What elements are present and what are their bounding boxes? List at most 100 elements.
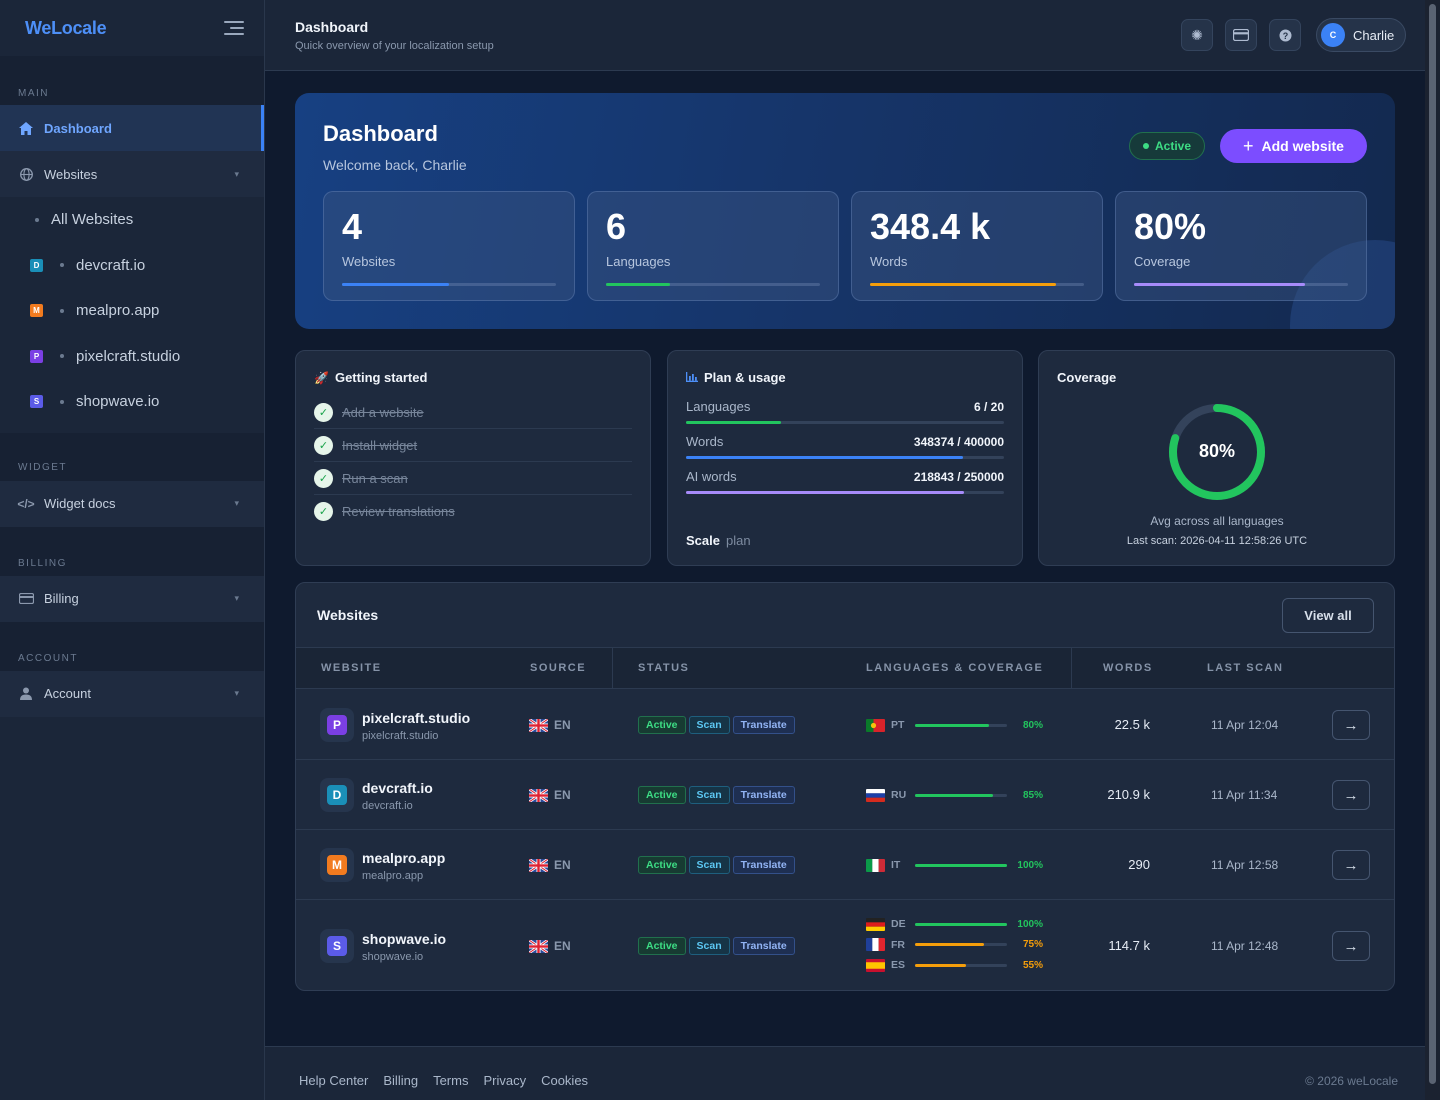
brand-bar: WeLocale xyxy=(0,0,264,56)
menu-toggle-icon[interactable] xyxy=(222,20,244,36)
site-name[interactable]: shopwave.io xyxy=(362,931,447,947)
sidebar-item-site[interactable]: S shopwave.io xyxy=(0,379,264,425)
usage-progress-fill xyxy=(686,421,782,424)
help-button[interactable]: ? xyxy=(1269,19,1301,51)
chevron-down-icon: ▾ xyxy=(234,498,239,508)
coverage-percent: 85% xyxy=(1022,789,1043,801)
card-title: Coverage xyxy=(1057,370,1116,385)
sidebar-item-all-websites[interactable]: All Websites xyxy=(0,197,264,243)
footer-link[interactable]: Privacy xyxy=(483,1073,527,1088)
translate-badge[interactable]: Translate xyxy=(732,786,795,804)
status-badge: Active xyxy=(1129,132,1205,160)
sidebar-item-billing[interactable]: Billing ▾ xyxy=(0,575,264,622)
flag-uk-icon xyxy=(529,718,548,732)
column-header[interactable]: LAST SCAN xyxy=(1207,662,1284,674)
status-tags: Active Scan Translate xyxy=(638,716,798,734)
sidebar-item-dashboard[interactable]: Dashboard xyxy=(0,105,264,151)
plan-name-value: Scale xyxy=(686,533,720,548)
sidebar-item-account[interactable]: Account ▾ xyxy=(0,670,264,717)
stat-progress-fill xyxy=(606,283,671,286)
stat-card: 4 Websites xyxy=(323,191,575,301)
sidebar-item-websites[interactable]: Websites ▾ xyxy=(0,151,264,197)
footer-links: Help Center Billing Terms Privacy Cookies xyxy=(299,1073,603,1088)
coverage-percent: 100% xyxy=(1017,859,1043,871)
source-language: EN xyxy=(529,858,571,872)
checklist-item[interactable]: ✓ Review translations xyxy=(314,495,632,528)
translate-badge[interactable]: Translate xyxy=(732,937,795,955)
open-website-button[interactable]: → xyxy=(1332,780,1370,810)
footer-link[interactable]: Billing xyxy=(383,1073,419,1088)
coverage-bar-fill xyxy=(915,723,989,727)
translate-badge[interactable]: Translate xyxy=(732,856,795,874)
footer-link[interactable]: Help Center xyxy=(299,1073,369,1088)
stat-progress-fill xyxy=(870,283,1057,286)
coverage-card: Coverage 80% Avg across all languages La… xyxy=(1038,350,1395,566)
coverage-subtitle: Avg across all languages xyxy=(1150,514,1284,528)
checklist-label: Add a website xyxy=(342,404,424,420)
sidebar-item-site[interactable]: M mealpro.app xyxy=(0,288,264,334)
status-badge-active: Active xyxy=(638,716,686,734)
checklist-item[interactable]: ✓ Add a website xyxy=(314,396,632,429)
scrollbar-thumb[interactable] xyxy=(1429,4,1436,1084)
brand-logo[interactable]: WeLocale xyxy=(25,17,107,38)
word-count: 22.5 k xyxy=(1114,717,1150,732)
settings-button[interactable]: ✺ xyxy=(1181,19,1213,51)
add-website-button[interactable]: + Add website xyxy=(1220,129,1367,163)
column-header[interactable]: WORDS xyxy=(1103,662,1153,674)
site-name[interactable]: mealpro.app xyxy=(362,850,446,866)
stat-progress xyxy=(342,283,556,286)
section-label-account: ACCOUNT xyxy=(0,645,264,671)
billing-button[interactable] xyxy=(1225,19,1257,51)
scan-badge[interactable]: Scan xyxy=(688,716,730,734)
language-coverage: PT 80% xyxy=(866,718,1043,732)
coverage-value: 80% xyxy=(1198,441,1236,461)
plan-name: Scale plan xyxy=(686,533,751,548)
column-header[interactable]: SOURCE xyxy=(530,662,587,674)
language-coverage: ES 55% xyxy=(866,958,1043,972)
site-logo-letter: D xyxy=(327,785,347,805)
open-website-button[interactable]: → xyxy=(1332,931,1370,961)
column-header[interactable]: LANGUAGES & COVERAGE xyxy=(866,662,1044,674)
checklist-item[interactable]: ✓ Install widget xyxy=(314,429,632,462)
usage-label: AI words xyxy=(686,469,737,484)
stat-value: 80% xyxy=(1134,206,1207,247)
stat-card: 6 Languages xyxy=(587,191,839,301)
view-all-button[interactable]: View all xyxy=(1282,598,1374,633)
status-badge-active: Active xyxy=(638,856,686,874)
footer-link[interactable]: Cookies xyxy=(541,1073,589,1088)
site-badge-icon: P xyxy=(30,349,43,363)
scan-badge[interactable]: Scan xyxy=(688,937,730,955)
bullet-icon xyxy=(60,263,64,268)
stat-label: Words xyxy=(870,254,908,269)
open-website-button[interactable]: → xyxy=(1332,850,1370,880)
credit-card-icon xyxy=(1233,29,1249,41)
flag-uk-icon xyxy=(529,858,548,872)
table-header: WEBSITE SOURCE STATUS LANGUAGES & COVERA… xyxy=(296,647,1394,689)
scan-badge[interactable]: Scan xyxy=(688,786,730,804)
site-domain: devcraft.io xyxy=(362,800,413,812)
footer-link[interactable]: Terms xyxy=(433,1073,469,1088)
language-code: DE xyxy=(891,918,906,930)
sidebar-item-site[interactable]: P pixelcraft.studio xyxy=(0,333,264,379)
bullet-icon xyxy=(35,217,39,222)
column-header[interactable]: STATUS xyxy=(638,662,690,674)
user-name: Charlie xyxy=(1353,27,1395,43)
scan-badge[interactable]: Scan xyxy=(688,856,730,874)
checklist-item[interactable]: ✓ Run a scan xyxy=(314,462,632,495)
site-name[interactable]: pixelcraft.studio xyxy=(362,710,471,726)
site-name[interactable]: devcraft.io xyxy=(362,780,433,796)
stat-card: 348.4 k Words xyxy=(851,191,1103,301)
arrow-right-icon: → xyxy=(1343,937,1359,955)
stat-progress xyxy=(606,283,820,286)
open-website-button[interactable]: → xyxy=(1332,710,1370,740)
copyright: © 2026 weLocale xyxy=(1305,1074,1398,1088)
stat-progress-fill xyxy=(1134,283,1306,286)
site-logo: M xyxy=(320,848,354,882)
sidebar-item-site[interactable]: D devcraft.io xyxy=(0,242,264,288)
scrollbar[interactable] xyxy=(1425,0,1440,1100)
usage-progress-fill xyxy=(686,456,963,459)
translate-badge[interactable]: Translate xyxy=(732,716,795,734)
column-header[interactable]: WEBSITE xyxy=(321,662,382,674)
sidebar-item-widget-docs[interactable]: </> Widget docs ▾ xyxy=(0,480,264,527)
user-menu[interactable]: C Charlie xyxy=(1316,18,1406,52)
